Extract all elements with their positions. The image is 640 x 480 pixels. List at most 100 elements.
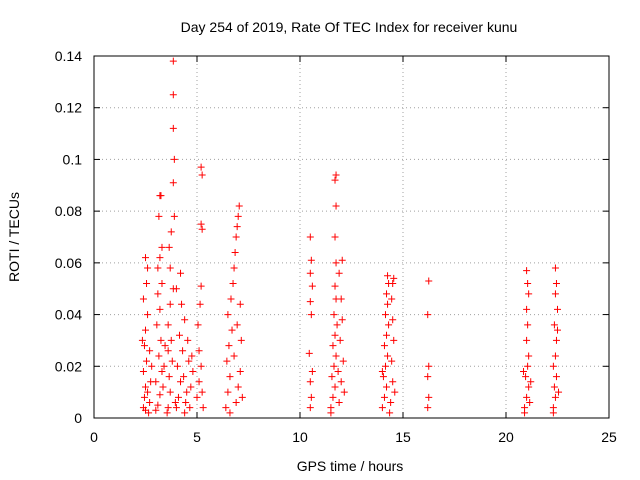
data-point	[225, 342, 233, 350]
data-point	[328, 373, 336, 381]
data-point	[178, 300, 186, 308]
data-point	[551, 290, 559, 298]
gridlines	[94, 56, 609, 418]
data-point	[236, 300, 244, 308]
data-point	[306, 378, 314, 386]
data-point	[197, 220, 205, 228]
y-tick-label: 0.06	[55, 255, 82, 271]
data-point	[194, 321, 202, 329]
data-point	[523, 336, 531, 344]
data-point	[169, 57, 177, 65]
data-point	[144, 311, 152, 319]
data-point	[144, 388, 152, 396]
y-tick-label: 0.12	[55, 100, 82, 116]
data-point	[388, 295, 396, 303]
data-point	[424, 311, 432, 319]
data-point	[235, 202, 243, 210]
data-point	[308, 367, 316, 375]
data-point	[177, 378, 185, 386]
data-point	[169, 179, 177, 187]
data-point	[521, 409, 529, 417]
data-point	[156, 254, 164, 262]
data-point	[155, 352, 163, 360]
data-point	[154, 290, 162, 298]
data-point	[230, 264, 238, 272]
data-point	[152, 406, 160, 414]
x-tick-label: 5	[193, 429, 201, 445]
data-point	[338, 316, 346, 324]
data-point	[234, 383, 242, 391]
data-point	[168, 357, 176, 365]
data-point	[525, 383, 533, 391]
data-point	[554, 305, 561, 313]
data-point	[198, 225, 206, 233]
data-point	[163, 409, 171, 417]
data-point	[185, 357, 193, 365]
data-point	[384, 352, 392, 360]
x-tick-label: 20	[498, 429, 514, 445]
data-point	[308, 282, 316, 290]
data-point	[166, 388, 174, 396]
data-point	[199, 404, 207, 412]
data-point	[167, 228, 175, 236]
y-tick-label: 0.1	[63, 151, 83, 167]
data-point	[334, 367, 342, 375]
data-point	[383, 290, 391, 298]
data-point	[146, 398, 154, 406]
data-point	[390, 336, 398, 344]
data-point	[307, 256, 315, 264]
data-point	[522, 373, 530, 381]
data-point	[552, 336, 560, 344]
data-point	[337, 378, 345, 386]
data-point	[155, 212, 163, 220]
data-point	[333, 321, 341, 329]
data-point	[332, 171, 340, 179]
data-point	[306, 404, 314, 412]
data-point	[306, 298, 314, 306]
data-point	[331, 176, 339, 184]
data-point	[142, 254, 149, 262]
data-point	[180, 373, 188, 381]
data-point	[144, 264, 152, 272]
data-point	[198, 171, 206, 179]
data-point	[153, 321, 161, 329]
data-point	[549, 362, 557, 370]
data-point	[391, 388, 399, 396]
data-point	[389, 280, 397, 288]
data-point	[525, 352, 533, 360]
data-point	[148, 362, 156, 370]
x-axis-label: GPS time / hours	[297, 458, 404, 474]
data-point	[524, 280, 532, 288]
data-point	[179, 347, 187, 355]
data-point	[551, 264, 559, 272]
data-point	[223, 357, 231, 365]
data-point	[143, 357, 151, 365]
data-point	[195, 347, 203, 355]
data-point	[227, 295, 235, 303]
data-point	[181, 409, 189, 417]
data-point	[174, 393, 182, 401]
y-tick-label: 0.14	[55, 48, 82, 64]
data-point	[139, 295, 147, 303]
data-point	[389, 378, 397, 386]
data-point	[525, 290, 533, 298]
data-point	[152, 378, 160, 386]
x-tick-label: 10	[292, 429, 308, 445]
data-point	[524, 362, 532, 370]
data-point	[384, 300, 392, 308]
data-point	[140, 393, 148, 401]
data-point	[157, 336, 165, 344]
data-point	[182, 398, 190, 406]
y-tick-label: 0.08	[55, 203, 82, 219]
data-point	[236, 367, 244, 375]
data-point	[520, 367, 528, 375]
data-point	[424, 404, 432, 412]
data-point	[388, 357, 396, 365]
data-point	[331, 233, 339, 241]
data-point	[158, 243, 166, 251]
data-point	[378, 404, 386, 412]
data-point	[381, 362, 389, 370]
x-tick-label: 25	[601, 429, 617, 445]
data-point	[224, 388, 232, 396]
